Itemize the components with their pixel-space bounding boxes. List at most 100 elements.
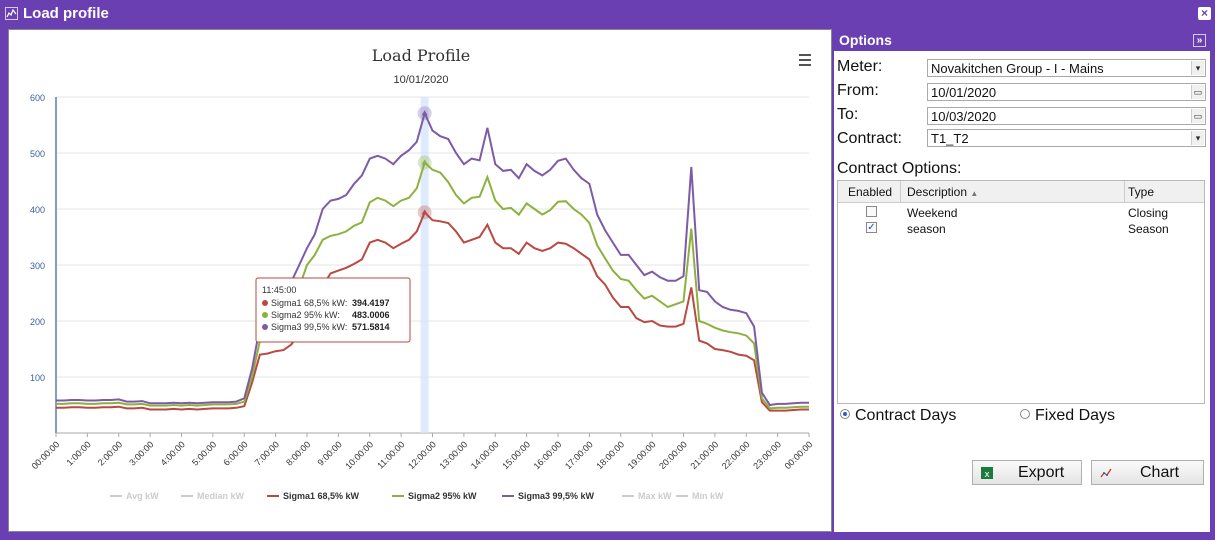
to-label: To:: [837, 106, 859, 123]
legend-label: Median kW: [197, 491, 245, 501]
y-tick-label: 200: [30, 317, 45, 327]
legend-label: Sigma2 95% kW: [408, 491, 477, 501]
hamburger-menu-icon[interactable]: [799, 54, 811, 66]
contract-days-radio[interactable]: Contract Days: [840, 407, 956, 425]
tooltip-label: Sigma2 95% kW:: [271, 310, 340, 320]
row-type: Season: [1128, 222, 1169, 236]
close-icon[interactable]: ×: [1198, 7, 1211, 20]
contract-value: T1_T2: [931, 131, 969, 146]
x-tick-label: 4:00:00: [159, 439, 187, 467]
to-value: 10/03/2020: [931, 109, 997, 124]
x-tick-label: 21:00:00: [688, 439, 720, 471]
meter-select[interactable]: Novakitchen Group - I - Mains ▾: [927, 59, 1206, 77]
col-type[interactable]: Type: [1128, 185, 1155, 199]
calendar-icon[interactable]: ▭: [1191, 109, 1204, 123]
hover-point[interactable]: [421, 159, 428, 165]
y-tick-label: 600: [30, 93, 45, 103]
legend-item[interactable]: Median kW: [181, 491, 245, 501]
export-label: Export: [1018, 464, 1065, 481]
col-description[interactable]: Description ▲: [907, 185, 979, 199]
from-label: From:: [837, 82, 879, 99]
legend-label: Min kW: [692, 491, 724, 501]
legend-item[interactable]: Avg kW: [110, 491, 159, 501]
chevron-down-icon[interactable]: ▾: [1191, 61, 1204, 75]
hover-point[interactable]: [421, 209, 428, 215]
x-tick-label: 00:00:00: [783, 439, 815, 471]
radio-selected-icon: [840, 409, 850, 419]
legend-item[interactable]: Sigma1 68,5% kW: [267, 491, 360, 501]
legend-label: Sigma1 68,5% kW: [283, 491, 360, 501]
x-tick-label: 1:00:00: [64, 439, 92, 467]
x-tick-label: 14:00:00: [469, 439, 501, 471]
tooltip-box: [255, 277, 411, 343]
radio-unselected-icon: [1020, 409, 1030, 419]
options-title: Options: [839, 32, 892, 48]
excel-icon: x: [981, 467, 993, 479]
col-enabled[interactable]: Enabled: [848, 185, 893, 199]
options-header: Options »: [834, 30, 1210, 51]
meter-value: Novakitchen Group - I - Mains: [931, 61, 1104, 76]
window-titlebar: Load profile ×: [0, 0, 1215, 27]
x-tick-label: 00:00:00: [30, 439, 62, 471]
double-chevron-right-icon[interactable]: »: [1193, 34, 1206, 47]
chart-button[interactable]: Chart: [1091, 460, 1204, 485]
x-tick-label: 3:00:00: [127, 439, 155, 467]
contract-label: Contract:: [837, 130, 902, 147]
chart-tooltip: 11:45:00 Sigma1 68,5% kW: 394.4197 Sigma2 9…: [255, 277, 411, 343]
x-tick-label: 2:00:00: [96, 439, 124, 467]
options-panel: Options » Meter: Novakitchen Group - I -…: [834, 30, 1210, 532]
legend-item[interactable]: Max kW: [622, 491, 672, 501]
chart-title: Load Profile: [372, 46, 470, 65]
chevron-down-icon[interactable]: ▾: [1191, 131, 1204, 145]
series-line-2[interactable]: [56, 210, 809, 412]
load-profile-chart: Load Profile 10/01/2020 100 200 300 400 500 6…: [30, 46, 815, 501]
sort-asc-icon: ▲: [970, 189, 979, 198]
contract-select[interactable]: T1_T2 ▾: [927, 129, 1206, 147]
export-button[interactable]: x Export: [972, 460, 1082, 485]
legend-item[interactable]: Sigma3 99,5% kW: [502, 491, 595, 501]
svg-text:x: x: [984, 470, 990, 479]
tooltip-marker: [262, 324, 268, 330]
tooltip-label: Sigma3 99,5% kW:: [271, 322, 347, 332]
line-chart-icon: [1100, 468, 1112, 478]
x-tick-label: 15:00:00: [500, 439, 532, 471]
chart-subtitle: 10/01/2020: [393, 74, 448, 86]
grid-row[interactable]: Weekend Closing: [838, 205, 1204, 221]
legend-label: Sigma3 99,5% kW: [518, 491, 595, 501]
row-description: season: [907, 222, 946, 236]
legend-item[interactable]: Sigma2 95% kW: [392, 491, 477, 501]
calendar-icon[interactable]: ▭: [1191, 85, 1204, 99]
series-line-3[interactable]: [56, 160, 809, 410]
hover-point[interactable]: [421, 110, 428, 116]
x-tick-label: 16:00:00: [532, 439, 564, 471]
x-tick-label: 18:00:00: [594, 439, 626, 471]
contract-options-label: Contract Options:: [837, 160, 962, 177]
x-tick-label: 19:00:00: [626, 439, 658, 471]
y-tick-label: 300: [30, 261, 45, 271]
x-tick-label: 13:00:00: [437, 439, 469, 471]
x-tick-label: 9:00:00: [315, 439, 343, 467]
x-tick-label: 23:00:00: [751, 439, 783, 471]
enabled-checkbox[interactable]: ✓: [866, 222, 877, 233]
x-tick-label: 8:00:00: [284, 439, 312, 467]
x-tick-label: 5:00:00: [190, 439, 218, 467]
to-date-field[interactable]: 10/03/2020 ▭: [927, 107, 1206, 125]
from-date-field[interactable]: 10/01/2020 ▭: [927, 83, 1206, 101]
tooltip-label: Sigma1 68,5% kW:: [271, 298, 347, 308]
legend-label: Max kW: [638, 491, 672, 501]
x-tick-label: 6:00:00: [221, 439, 249, 467]
legend-item[interactable]: Min kW: [676, 491, 724, 501]
crosshair-band: [420, 97, 429, 433]
tooltip-time: 11:45:00: [262, 285, 296, 295]
enabled-checkbox[interactable]: [866, 206, 877, 217]
fixed-days-radio[interactable]: Fixed Days: [1020, 407, 1115, 425]
y-tick-label: 400: [30, 205, 45, 215]
tooltip-marker: [262, 300, 268, 306]
meter-label: Meter:: [837, 58, 883, 75]
x-tick-label: 17:00:00: [563, 439, 595, 471]
series-line-4[interactable]: [56, 110, 809, 407]
x-tick-label: 11:00:00: [375, 439, 406, 470]
row-description: Weekend: [907, 206, 958, 220]
grid-row[interactable]: ✓ season Season: [838, 221, 1204, 237]
legend-label: Avg kW: [126, 491, 159, 501]
